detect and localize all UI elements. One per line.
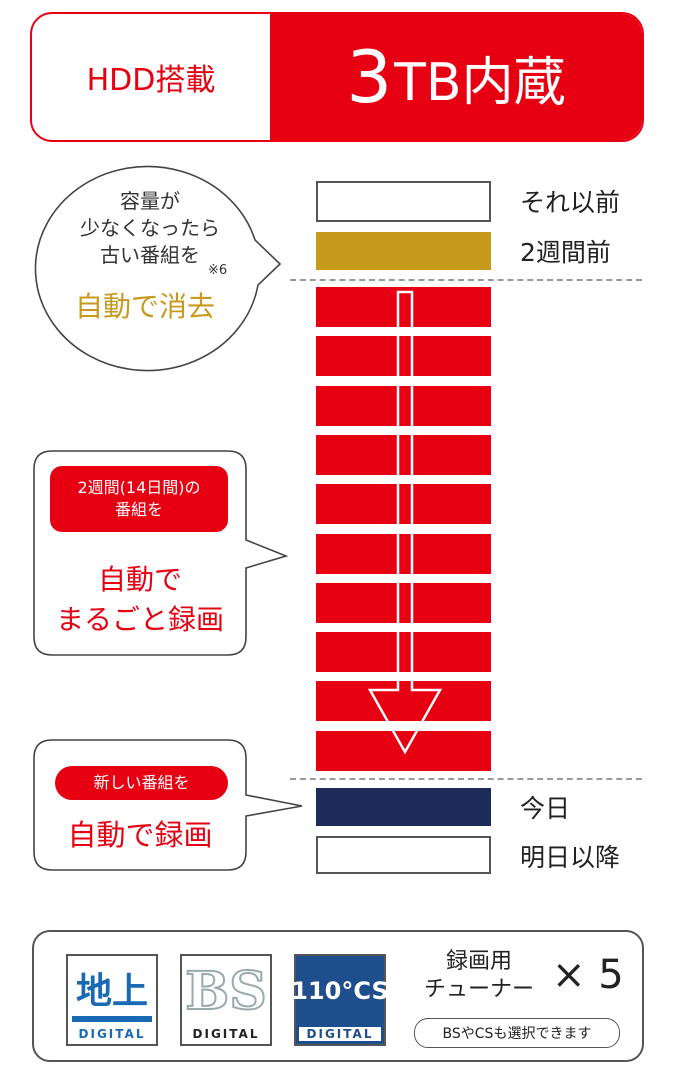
delete-bubble-text: 容量が 少なくなったら 古い番組を: [40, 188, 260, 269]
recorded-day-bar: [316, 287, 491, 327]
bar-today: [316, 788, 491, 826]
label-today: 今日: [520, 794, 571, 823]
delete-line: 古い番組を: [100, 243, 200, 267]
tuner-panel: 地上 DIGITAL BS DIGITAL 110°CS DIGITAL 録画用…: [32, 930, 644, 1062]
delete-emphasis: 自動で消去: [74, 290, 215, 323]
hdd-label: HDD搭載: [86, 63, 216, 98]
divider-top: [290, 279, 642, 281]
logo-caption: DIGITAL: [299, 1027, 381, 1041]
tuner-count: × 5: [552, 952, 624, 998]
bar-earlier: [316, 181, 491, 222]
pill-line: 番組を: [114, 500, 163, 519]
terrestrial-digital-logo: 地上 DIGITAL: [66, 954, 158, 1046]
record-all-emphasis: 自動で まるごと録画: [34, 560, 246, 640]
bar-two-weeks-ago: [316, 232, 491, 270]
hdd-banner: HDD搭載 3 TB内蔵: [30, 12, 644, 142]
tuner-label: 録画用 チューナー: [414, 948, 544, 1004]
bar-future: [316, 836, 491, 874]
divider-bottom: [290, 778, 642, 780]
logo-caption: DIGITAL: [78, 1027, 146, 1041]
capacity-unit: TB内蔵: [394, 52, 566, 113]
record-new-pill: 新しい番組を: [55, 766, 228, 800]
bs-digital-logo: BS DIGITAL: [180, 954, 272, 1046]
cs-digital-logo: 110°CS DIGITAL: [291, 954, 389, 1046]
recorded-day-bar: [316, 385, 491, 426]
tuner-label-line: 録画用: [445, 949, 512, 974]
emphasis-line: 自動で: [97, 563, 182, 596]
pill-line: 2週間(14日間)の: [77, 478, 201, 497]
recorded-day-bar: [316, 434, 491, 475]
capacity-label: 3 TB内蔵: [270, 14, 642, 140]
recorded-day-bar: [316, 582, 491, 623]
arrow-down-icon: [367, 290, 443, 755]
logo-glyph: 地上: [72, 960, 152, 1022]
label-earlier: それ以前: [520, 188, 621, 217]
footnote-mark: ※6: [208, 263, 228, 278]
logo-caption: DIGITAL: [192, 1027, 260, 1041]
recorded-day-bar: [316, 681, 491, 722]
logo-glyph: 110°CS: [291, 977, 389, 1005]
tuner-label-line: チューナー: [423, 977, 534, 1002]
label-future: 明日以降: [520, 843, 621, 872]
capacity-number: 3: [346, 35, 393, 119]
delete-bubble-outline: [34, 165, 282, 372]
logo-glyph: BS: [184, 960, 268, 1023]
record-all-pill: 2週間(14日間)の 番組を: [50, 466, 228, 532]
emphasis-line: まるごと録画: [55, 603, 224, 636]
recorded-day-bar: [316, 336, 491, 377]
delete-line: 少なくなったら: [80, 216, 220, 240]
recorded-day-bar: [316, 533, 491, 574]
delete-line: 容量が: [120, 189, 180, 213]
recorded-day-bar: [316, 484, 491, 525]
label-two-weeks: 2週間前: [520, 238, 611, 267]
record-new-emphasis: 自動で録画: [67, 818, 213, 852]
recorded-day-bar: [316, 632, 491, 673]
tuner-note: BSやCSも選択できます: [414, 1018, 620, 1048]
